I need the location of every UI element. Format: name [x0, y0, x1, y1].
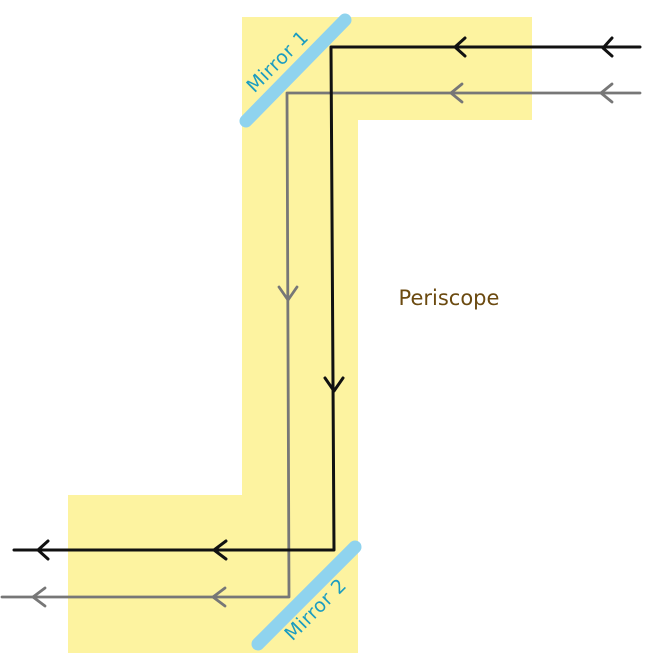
- grey-ray-path: [0, 91, 642, 599]
- black-ray-arrow-entry: [601, 36, 614, 58]
- black-ray-arrow-bottom: [212, 539, 228, 561]
- black-ray-path: [12, 45, 642, 552]
- black-ray: [12, 36, 642, 561]
- grey-ray-arrow-down: [277, 285, 299, 302]
- grey-ray-arrow-entry: [599, 82, 614, 104]
- black-ray-arrow-down: [323, 376, 345, 393]
- grey-ray: [0, 82, 642, 608]
- periscope-body: [68, 17, 532, 653]
- mirror-1: [239, 13, 352, 128]
- grey-ray-arrow-exit: [31, 586, 47, 608]
- grey-ray-arrow-top: [449, 82, 464, 104]
- diagram-title: Periscope: [399, 286, 500, 310]
- black-ray-arrow-top: [453, 36, 467, 58]
- black-ray-arrow-exit: [36, 539, 50, 561]
- mirror-2: [251, 540, 362, 651]
- grey-ray-arrow-bottom: [211, 586, 227, 608]
